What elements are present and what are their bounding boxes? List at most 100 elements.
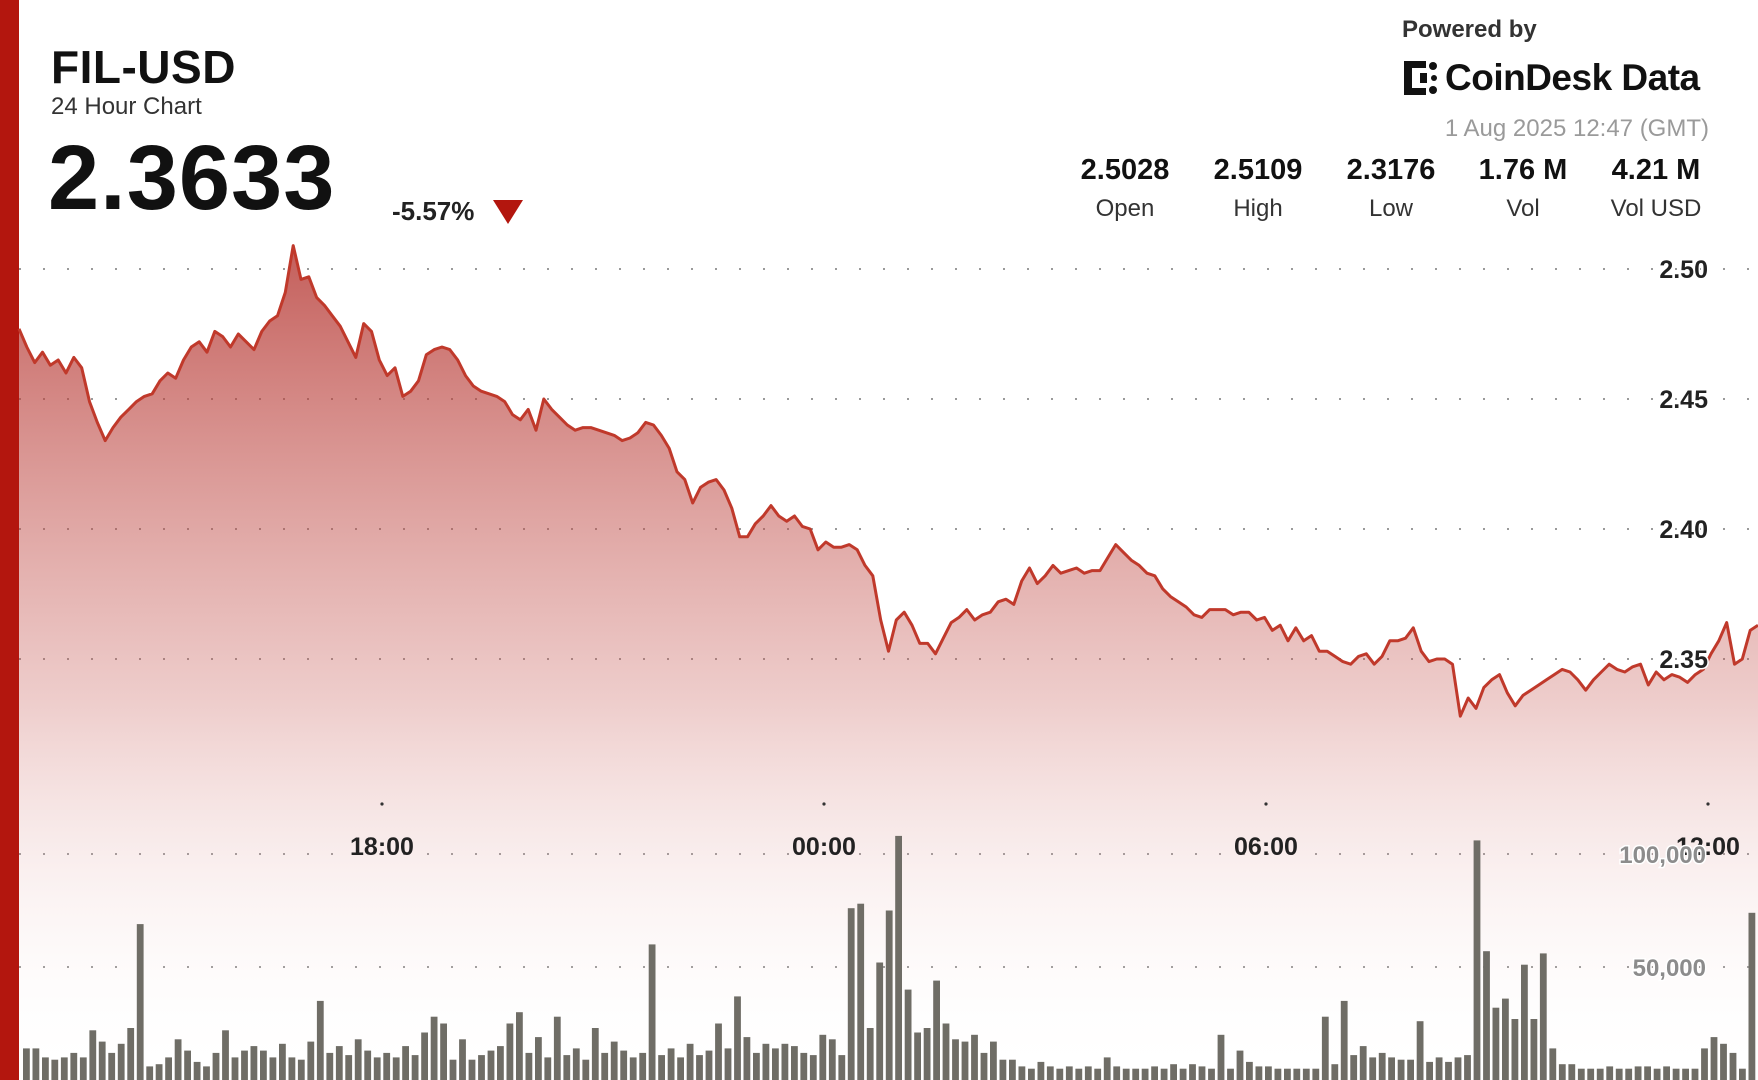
volume-bar bbox=[1492, 1007, 1500, 1080]
volume-bar bbox=[516, 1012, 523, 1080]
volume-bar bbox=[990, 1041, 997, 1080]
volume-bar bbox=[1046, 1066, 1054, 1080]
volume-bar bbox=[1302, 1068, 1310, 1080]
volume-bar bbox=[335, 1046, 343, 1080]
volume-bar bbox=[108, 1052, 116, 1080]
powered-by-label: Powered by bbox=[1402, 16, 1537, 43]
volume-bar bbox=[316, 1000, 324, 1080]
volume-bar bbox=[468, 1059, 476, 1080]
volume-bar bbox=[1170, 1064, 1177, 1080]
volume-bar bbox=[260, 1050, 267, 1080]
x-tick-mark bbox=[1706, 802, 1710, 806]
volume-bar bbox=[478, 1055, 485, 1080]
volume-bar bbox=[1445, 1061, 1452, 1080]
volume-bar bbox=[563, 1055, 571, 1080]
price-change: -5.57% bbox=[392, 196, 475, 226]
volume-bar bbox=[658, 1055, 665, 1080]
volume-bar bbox=[961, 1041, 969, 1080]
volume-bar bbox=[1710, 1037, 1718, 1080]
volume-bar bbox=[591, 1028, 599, 1080]
volume-bar bbox=[1435, 1057, 1443, 1080]
volume-bar bbox=[1407, 1059, 1414, 1080]
stat-vol: 1.76 M Vol bbox=[1458, 154, 1588, 223]
volume-bar bbox=[1312, 1068, 1320, 1080]
volume-bar bbox=[1217, 1034, 1225, 1080]
volume-bar bbox=[819, 1034, 827, 1080]
volume-bar bbox=[857, 903, 865, 1080]
volume-bar bbox=[1416, 1021, 1424, 1080]
volume-bar bbox=[250, 1046, 258, 1080]
volume-bar bbox=[1198, 1066, 1206, 1080]
volume-bar bbox=[430, 1016, 438, 1080]
volume-bar bbox=[696, 1055, 703, 1080]
volume-bar bbox=[1720, 1043, 1727, 1080]
volume-bar bbox=[269, 1057, 277, 1080]
volume-bar bbox=[487, 1050, 495, 1080]
volume-bar bbox=[193, 1061, 201, 1080]
volume-bar bbox=[1236, 1050, 1244, 1080]
volume-bar bbox=[117, 1043, 125, 1080]
x-tick-label: 00:00 bbox=[792, 833, 856, 861]
volume-bar bbox=[582, 1059, 590, 1080]
volume-bar bbox=[1028, 1068, 1035, 1080]
volume-bar bbox=[715, 1023, 722, 1080]
x-tick-label: 06:00 bbox=[1234, 833, 1298, 861]
volume-bar bbox=[23, 1048, 30, 1080]
volume-bar bbox=[876, 962, 884, 1080]
volume-bar bbox=[1625, 1068, 1633, 1080]
volume-bar bbox=[942, 1023, 950, 1080]
volume-bar bbox=[809, 1055, 817, 1080]
volume-bar bbox=[1151, 1066, 1158, 1080]
volume-bar bbox=[1094, 1068, 1102, 1080]
volume-bar bbox=[895, 835, 902, 1080]
volume-bar bbox=[345, 1055, 353, 1080]
volume-bar bbox=[32, 1048, 40, 1080]
volume-bar bbox=[373, 1057, 381, 1080]
volume-bar bbox=[51, 1059, 59, 1080]
volume-bar bbox=[923, 1028, 931, 1080]
price-tick-label: 2.40 bbox=[1659, 516, 1708, 544]
x-tick-mark bbox=[1264, 802, 1268, 806]
volume-bar bbox=[1739, 1068, 1746, 1080]
price-tick-label: 2.45 bbox=[1659, 386, 1708, 414]
volume-bar bbox=[1227, 1068, 1234, 1080]
volume-bar bbox=[1350, 1055, 1358, 1080]
volume-bar bbox=[165, 1057, 172, 1080]
volume-bar bbox=[610, 1041, 618, 1080]
x-tick-mark bbox=[822, 802, 826, 806]
volume-bar bbox=[1596, 1068, 1604, 1080]
volume-bar bbox=[667, 1048, 675, 1080]
stat-label: Vol USD bbox=[1610, 195, 1702, 222]
volume-bar bbox=[402, 1046, 409, 1080]
brand-logo: CoinDesk Data bbox=[1400, 56, 1700, 100]
volume-bar bbox=[411, 1055, 419, 1080]
volume-bar bbox=[753, 1052, 760, 1080]
volume-bar bbox=[1388, 1057, 1395, 1080]
volume-bar bbox=[743, 1037, 751, 1080]
volume-bar bbox=[620, 1050, 628, 1080]
volume-bar bbox=[89, 1030, 97, 1080]
volume-bar bbox=[203, 1066, 210, 1080]
accent-bar bbox=[0, 0, 19, 1080]
price-line bbox=[17, 244, 1758, 718]
volume-bar bbox=[392, 1057, 400, 1080]
volume-tick-label: 50,000 bbox=[1633, 955, 1706, 982]
volume-bar bbox=[904, 989, 912, 1080]
volume-bar bbox=[1615, 1068, 1623, 1080]
volume-bar bbox=[781, 1043, 789, 1080]
volume-bar bbox=[1359, 1046, 1367, 1080]
stat-label: Open bbox=[1095, 195, 1155, 222]
volume-bar bbox=[127, 1028, 135, 1080]
volume-bar bbox=[1568, 1064, 1576, 1080]
volume-bar bbox=[60, 1057, 68, 1080]
volume-bar bbox=[497, 1046, 504, 1080]
volume-bar bbox=[1009, 1059, 1016, 1080]
volume-bar bbox=[364, 1050, 372, 1080]
volume-bar bbox=[1691, 1068, 1699, 1080]
volume-bar bbox=[241, 1050, 248, 1080]
x-tick-label: 12:00 bbox=[1676, 833, 1740, 861]
volume-bar bbox=[1558, 1064, 1566, 1080]
volume-bar bbox=[1530, 1019, 1538, 1080]
volume-bar bbox=[847, 908, 855, 1080]
